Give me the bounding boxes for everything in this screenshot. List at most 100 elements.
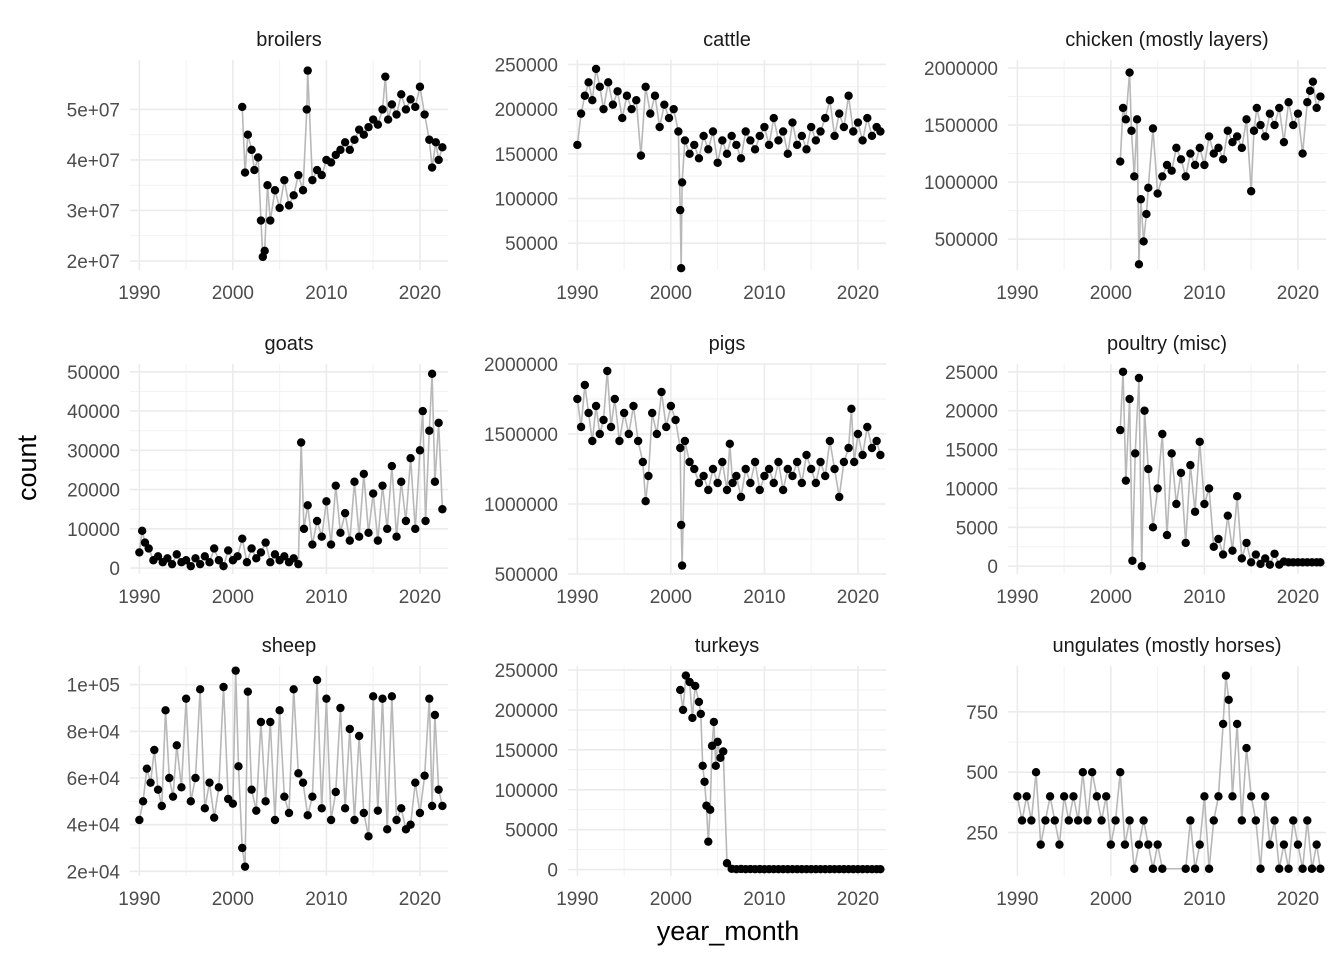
- data-point: [1242, 538, 1251, 548]
- y-tick-label: 1500000: [484, 425, 558, 446]
- series-segment: [1222, 675, 1227, 724]
- series-segment: [1122, 371, 1127, 481]
- data-point: [722, 859, 732, 868]
- series-segment: [1035, 772, 1042, 845]
- series-segment: [1198, 441, 1206, 505]
- data-point: [1214, 534, 1223, 544]
- data-point: [191, 773, 200, 783]
- series-segment: [334, 707, 342, 793]
- data-point: [839, 122, 849, 132]
- series-segment: [682, 675, 687, 710]
- series-segment: [679, 447, 682, 526]
- series-segment: [264, 721, 272, 802]
- series-segment: [1152, 128, 1159, 194]
- series-segment: [754, 461, 761, 491]
- series-segment: [640, 86, 647, 156]
- series-segment: [656, 391, 663, 435]
- data-point: [298, 186, 308, 195]
- series-segment: [278, 180, 286, 209]
- y-tick-label: 250000: [495, 661, 558, 682]
- data-point: [624, 429, 633, 439]
- data-point: [1246, 187, 1256, 196]
- data-point: [694, 478, 704, 488]
- data-point: [863, 422, 872, 432]
- data-point: [644, 471, 653, 481]
- series-segment: [344, 513, 351, 541]
- series-segment: [247, 691, 253, 790]
- data-point: [430, 710, 440, 720]
- data-point: [1078, 768, 1088, 777]
- data-point: [350, 477, 359, 486]
- series-segment: [801, 454, 808, 484]
- data-point: [591, 64, 601, 74]
- x-tick-label: 2020: [1277, 283, 1319, 304]
- data-point: [252, 554, 261, 563]
- data-point: [368, 692, 378, 701]
- facet-title: pigs: [709, 333, 746, 355]
- data-point: [228, 799, 238, 808]
- data-point: [260, 246, 269, 256]
- data-point: [1195, 437, 1204, 446]
- data-point: [1162, 160, 1172, 170]
- data-point: [849, 127, 858, 136]
- data-point: [797, 478, 807, 488]
- data-point: [778, 127, 788, 136]
- data-point: [1064, 816, 1073, 825]
- data-point: [364, 122, 373, 132]
- data-point: [336, 703, 345, 713]
- series-segment: [1125, 72, 1131, 120]
- series-segment: [237, 766, 244, 849]
- data-point: [280, 175, 289, 185]
- series-segment: [1194, 441, 1201, 512]
- series-segment: [1166, 453, 1173, 536]
- data-point: [181, 694, 191, 703]
- data-point: [830, 464, 839, 474]
- series-segment: [1130, 130, 1136, 177]
- data-point: [1142, 209, 1151, 219]
- series-segment: [302, 782, 309, 816]
- data-point: [1092, 792, 1102, 801]
- series-segment: [172, 745, 178, 797]
- data-point: [576, 109, 586, 118]
- data-point: [142, 764, 152, 773]
- series-segment: [1114, 772, 1122, 821]
- data-point: [1200, 160, 1209, 170]
- series-segment: [1236, 496, 1243, 559]
- data-point: [755, 131, 764, 141]
- data-point: [1116, 768, 1125, 777]
- series-segment: [847, 408, 853, 449]
- data-point: [1251, 550, 1261, 559]
- data-point: [1087, 768, 1097, 777]
- data-point: [1139, 237, 1148, 246]
- series-segment: [1245, 119, 1252, 192]
- series-segment: [381, 485, 389, 529]
- x-tick-label: 1990: [556, 889, 598, 910]
- data-point: [186, 797, 195, 806]
- data-point: [1256, 559, 1265, 569]
- y-tick-label: 0: [987, 557, 998, 578]
- data-point: [289, 685, 298, 694]
- data-point: [135, 548, 144, 557]
- series-segment: [386, 465, 393, 529]
- x-tick-label: 1990: [556, 587, 598, 608]
- series-segment: [269, 721, 276, 821]
- data-point: [1153, 484, 1162, 493]
- series-segment: [829, 100, 836, 137]
- data-point: [1204, 864, 1214, 873]
- series-segment: [367, 493, 374, 533]
- series-segment: [1287, 820, 1295, 869]
- data-point: [1181, 864, 1190, 873]
- data-point: [816, 457, 825, 467]
- series-segment: [149, 749, 156, 783]
- data-point: [1293, 840, 1303, 849]
- data-point: [1305, 86, 1315, 96]
- data-point: [331, 787, 340, 797]
- series-segment: [1255, 820, 1262, 869]
- data-point: [209, 544, 219, 553]
- facet-panel: 1990 2000 2010 2020 500000 1000000 1500000 2000…: [924, 29, 1326, 304]
- data-point: [690, 140, 699, 150]
- series-segment: [1264, 796, 1271, 845]
- data-point: [350, 815, 359, 825]
- data-point: [359, 469, 369, 479]
